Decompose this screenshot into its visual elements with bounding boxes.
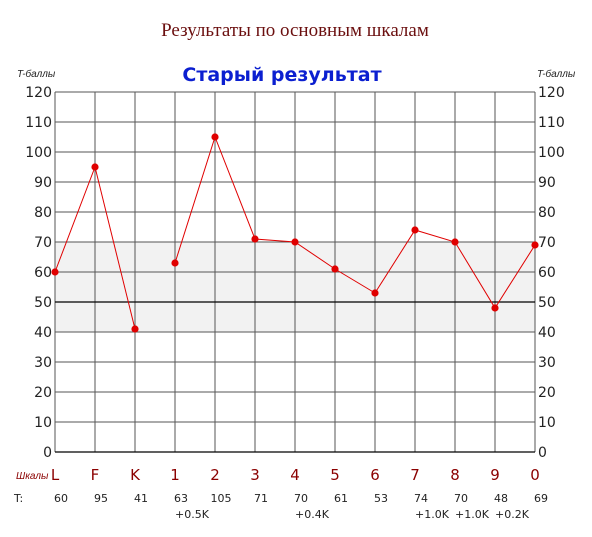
data-point-2	[211, 133, 219, 141]
t-value-label: 95	[94, 492, 108, 505]
y-tick-label-right: 60	[538, 265, 556, 281]
k-correction-label: +1.0K	[415, 508, 450, 521]
y-tick-label-right: 30	[538, 355, 556, 371]
scale-label: 0	[530, 466, 540, 484]
data-point-K	[131, 325, 139, 333]
y-tick-label-left: 40	[34, 325, 52, 341]
t-value-label: 70	[294, 492, 308, 505]
y-tick-label-right: 90	[538, 175, 556, 191]
y-tick-label-left: 30	[34, 355, 52, 371]
data-point-8	[451, 238, 459, 246]
scale-label: K	[130, 466, 141, 484]
y-tick-label-right: 50	[538, 295, 556, 311]
t-value-label: 71	[254, 492, 268, 505]
y-tick-label-right: 120	[538, 85, 565, 101]
y-tick-label-left: 0	[43, 445, 52, 461]
scale-label: 1	[170, 466, 180, 484]
scale-label: 8	[450, 466, 460, 484]
data-point-5	[331, 265, 339, 273]
data-point-L	[51, 268, 59, 276]
chart-title: Результаты по основным шкалам	[161, 20, 429, 41]
y-tick-label-left: 100	[25, 145, 52, 161]
y-tick-label-left: 70	[34, 235, 52, 251]
scale-label: F	[91, 466, 100, 484]
data-point-6	[371, 289, 379, 297]
k-correction-label: +1.0K	[455, 508, 490, 521]
t-value-label: 53	[374, 492, 388, 505]
scales-caption: Шкалы	[16, 471, 49, 482]
data-point-F	[91, 163, 99, 171]
y-tick-label-left: 80	[34, 205, 52, 221]
y-tick-label-right: 0	[538, 445, 547, 461]
scale-label: L	[51, 466, 60, 484]
t-value-label: 74	[414, 492, 428, 505]
t-value-label: 60	[54, 492, 68, 505]
t-value-label: 41	[134, 492, 148, 505]
data-point-3	[251, 235, 259, 243]
t-value-label: 63	[174, 492, 188, 505]
data-point-4	[291, 238, 299, 246]
y-tick-label-right: 80	[538, 205, 556, 221]
t-value-label: 61	[334, 492, 348, 505]
t-value-label: 48	[494, 492, 508, 505]
t-value-label: 69	[534, 492, 548, 505]
chart-subtitle: Старый результат	[182, 64, 381, 86]
t-caption: T:	[13, 492, 23, 505]
y-tick-label-left: 90	[34, 175, 52, 191]
scale-label: 5	[330, 466, 340, 484]
data-point-7	[411, 226, 419, 234]
y-tick-label-right: 10	[538, 415, 556, 431]
data-point-1	[171, 259, 179, 267]
k-correction-label: +0.5K	[175, 508, 210, 521]
scale-label: 9	[490, 466, 500, 484]
t-value-label: 70	[454, 492, 468, 505]
y-axis-label-right: T-баллы	[537, 68, 576, 80]
y-tick-label-right: 110	[538, 115, 565, 131]
scale-label: 3	[250, 466, 260, 484]
y-tick-label-left: 60	[34, 265, 52, 281]
y-tick-label-left: 10	[34, 415, 52, 431]
k-correction-label: +0.2K	[495, 508, 530, 521]
data-point-9	[491, 304, 499, 312]
scale-label: 4	[290, 466, 300, 484]
scale-label: 2	[210, 466, 220, 484]
k-correction-label: +0.4K	[295, 508, 330, 521]
t-value-label: 105	[211, 492, 232, 505]
data-point-0	[531, 241, 539, 249]
y-tick-label-left: 120	[25, 85, 52, 101]
y-tick-label-right: 100	[538, 145, 565, 161]
y-tick-label-left: 50	[34, 295, 52, 311]
series-line	[174, 135, 536, 309]
y-tick-label-right: 70	[538, 235, 556, 251]
y-tick-label-left: 110	[25, 115, 52, 131]
y-tick-label-left: 20	[34, 385, 52, 401]
y-tick-label-right: 40	[538, 325, 556, 341]
y-tick-label-right: 20	[538, 385, 556, 401]
y-axis-label-left: T-баллы	[17, 68, 56, 80]
scale-label: 6	[370, 466, 380, 484]
scale-label: 7	[410, 466, 420, 484]
